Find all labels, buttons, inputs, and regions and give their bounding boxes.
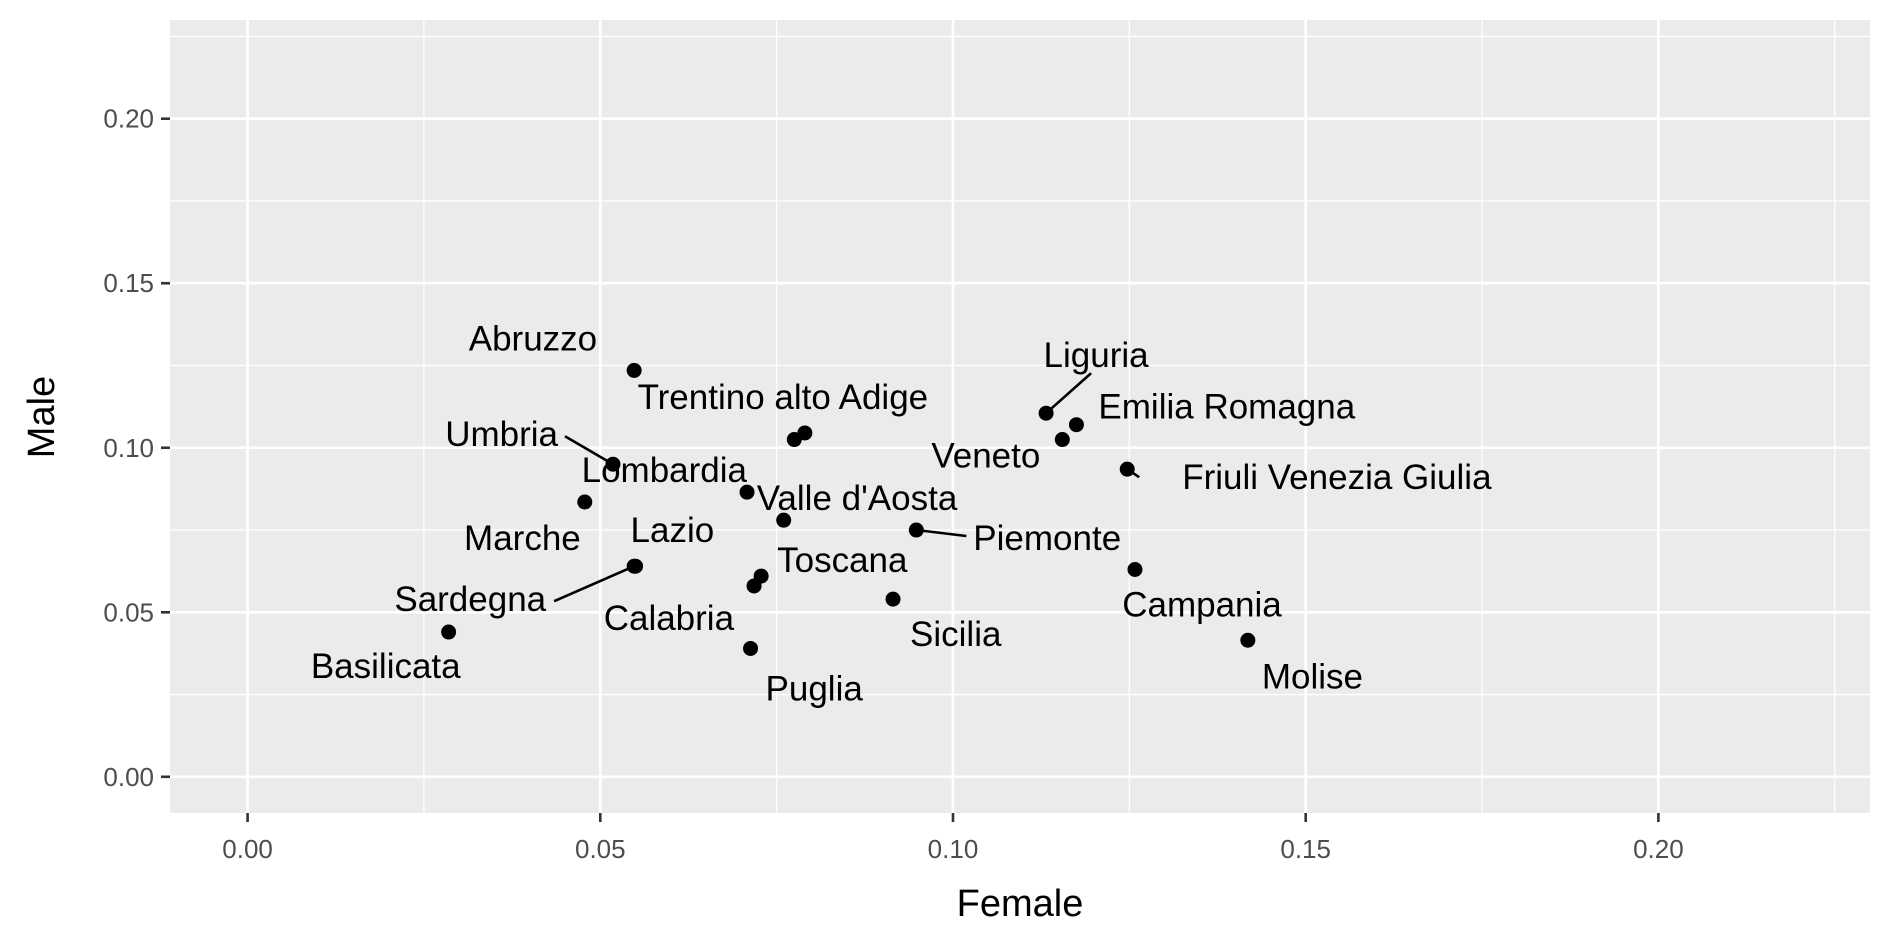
data-label: Abruzzo xyxy=(469,319,597,358)
panel-background xyxy=(170,20,1870,813)
label-leader-line xyxy=(564,435,614,466)
data-label: Valle d'Aosta xyxy=(757,479,958,518)
data-label: Marche xyxy=(464,519,581,558)
data-label: Lombardia xyxy=(582,451,748,490)
x-tick-label: 0.10 xyxy=(928,834,979,864)
label-leader-line xyxy=(553,565,635,603)
label-leader-line xyxy=(1045,372,1092,415)
x-tick-label: 0.05 xyxy=(575,834,626,864)
data-point xyxy=(605,456,621,472)
y-tick-label: 0.05 xyxy=(103,597,154,627)
x-axis-title: Female xyxy=(957,883,1084,925)
data-label: Liguria xyxy=(1044,336,1150,375)
data-labels: Abruzzo Basilicata Calabria Campania Emilia … xyxy=(311,319,1492,708)
data-label: Campania xyxy=(1122,586,1282,625)
major-gridlines xyxy=(170,20,1870,813)
data-point xyxy=(1127,562,1143,578)
y-tick-label: 0.00 xyxy=(103,762,154,792)
data-label: Piemonte xyxy=(973,519,1121,558)
data-label: Friuli Venezia Giulia xyxy=(1182,458,1492,497)
data-point xyxy=(1119,461,1135,477)
data-point xyxy=(1054,432,1070,448)
data-label: Sicilia xyxy=(910,615,1002,654)
data-label: Trentino alto Adige xyxy=(638,378,929,417)
data-point xyxy=(626,362,642,378)
y-axis-title: Male xyxy=(21,376,63,458)
data-point xyxy=(885,591,901,607)
data-label: Sardegna xyxy=(394,580,546,619)
data-points xyxy=(441,362,1256,656)
y-tick-label: 0.10 xyxy=(103,433,154,463)
data-point xyxy=(577,494,593,510)
data-point xyxy=(441,624,457,640)
y-tick-label: 0.20 xyxy=(103,104,154,134)
data-point xyxy=(753,568,769,584)
data-label: Toscana xyxy=(777,541,908,580)
data-label: Umbria xyxy=(445,415,558,454)
data-point xyxy=(626,558,642,574)
x-tick-label: 0.20 xyxy=(1633,834,1684,864)
data-label: Molise xyxy=(1262,657,1363,696)
data-point xyxy=(1068,417,1084,433)
data-point xyxy=(1038,405,1054,421)
data-label: Emilia Romagna xyxy=(1098,388,1355,427)
data-point xyxy=(908,522,924,538)
data-label: Lazio xyxy=(631,511,715,550)
data-label: Calabria xyxy=(604,599,735,638)
axis-tick-labels: 0.00 0.05 0.10 0.15 0.20 0.00 0.05 0.10 0.15 0.20 xyxy=(103,104,1683,864)
data-point xyxy=(786,432,802,448)
label-leader-line xyxy=(916,528,967,538)
axis-ticks xyxy=(161,117,1660,822)
data-label: Veneto xyxy=(931,437,1040,476)
y-tick-label: 0.15 xyxy=(103,268,154,298)
data-point xyxy=(743,640,759,656)
data-label: Basilicata xyxy=(311,647,461,686)
data-point xyxy=(776,512,792,528)
data-point xyxy=(1240,632,1256,648)
x-tick-label: 0.00 xyxy=(222,834,273,864)
data-point xyxy=(739,484,755,500)
data-label: Puglia xyxy=(766,669,864,708)
x-tick-label: 0.15 xyxy=(1280,834,1331,864)
minor-gridlines xyxy=(170,20,1870,813)
